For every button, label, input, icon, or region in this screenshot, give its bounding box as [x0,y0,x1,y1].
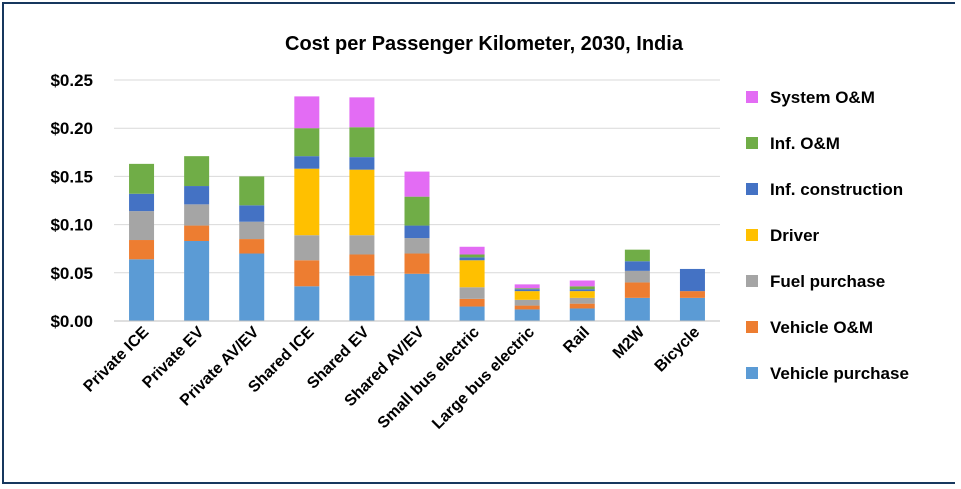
bar-segment-fuel-purchase [294,235,320,261]
bar-segment-driver [569,291,595,298]
bar-segment-inf-o-m [349,127,375,158]
bar-segment-system-o-m [404,171,430,197]
bar-segment-vehicle-purchase [184,240,210,321]
bar-segment-inf-o-m [569,286,595,290]
bar-segment-system-o-m [569,280,595,287]
bar-segment-fuel-purchase [514,299,540,306]
bar-segment-fuel-purchase [624,270,650,283]
bar-segment-inf-construction [239,205,265,222]
chart-title: Cost per Passenger Kilometer, 2030, Indi… [285,33,684,55]
bar-segment-fuel-purchase [129,211,155,241]
chart-frame: Cost per Passenger Kilometer, 2030, Indi… [2,2,955,484]
bar-segment-vehicle-purchase [624,297,650,321]
y-tick-label: $0.10 [50,216,93,235]
legend-swatch-driver [746,229,758,241]
bar-segment-system-o-m [294,96,320,129]
legend-label-fuel-purchase: Fuel purchase [770,272,885,291]
bar-segment-fuel-purchase [459,287,485,299]
y-tick-label: $0.15 [50,167,93,186]
bar-segment-vehicle-o-m [184,225,210,241]
category-label: Private ICE [81,324,153,396]
bar-segment-driver [294,168,320,236]
bar-segment-driver [349,169,375,236]
legend-swatch-fuel-purchase [746,275,758,287]
legend-label-system-o-m: System O&M [770,88,875,107]
bar-segment-system-o-m [514,284,540,289]
bar-segment-vehicle-o-m [569,303,595,309]
bar-segment-inf-construction [459,257,485,261]
bar-segment-vehicle-purchase [349,275,375,321]
category-label: M2W [610,323,649,362]
bar-segment-vehicle-purchase [294,286,320,321]
y-tick-label: $0.00 [50,312,93,331]
bar-segment-inf-o-m [184,156,210,187]
bar-segment-vehicle-o-m [679,291,705,298]
bar-segment-inf-o-m [514,288,540,290]
y-tick-label: $0.25 [50,71,93,90]
y-tick-label: $0.05 [50,264,93,283]
bar-segment-vehicle-purchase [679,297,705,321]
bar-segment-vehicle-o-m [129,240,155,260]
legend-swatch-vehicle-o-m [746,321,758,333]
legend-label-inf-o-m: Inf. O&M [770,134,840,153]
legend-swatch-vehicle-purchase [746,367,758,379]
bar-segment-vehicle-o-m [459,298,485,307]
category-label: Rail [560,324,593,357]
bar-segment-fuel-purchase [349,235,375,255]
bar-segment-vehicle-o-m [404,253,430,274]
legend-swatch-inf-construction [746,183,758,195]
category-label: Bicycle [652,324,704,376]
bar-segment-driver [514,291,540,300]
legend-label-driver: Driver [770,226,820,245]
category-label: Small bus electric [375,324,483,432]
y-axis-ticks: $0.00 $0.05 $0.10 $0.15 $0.20 $0.25 [50,71,93,331]
y-tick-label: $0.20 [50,119,93,138]
chart-canvas: Cost per Passenger Kilometer, 2030, Indi… [50,33,909,433]
legend: System O&M Inf. O&M Inf. construction Drive… [746,88,909,383]
bar-segment-inf-construction [184,186,210,205]
bar-segment-inf-construction [404,225,430,239]
bar-segment-vehicle-o-m [349,254,375,276]
bar-segment-vehicle-o-m [514,305,540,310]
bar-segment-vehicle-o-m [624,282,650,298]
bar-segment-system-o-m [349,97,375,128]
bar-segment-inf-o-m [129,163,155,194]
bar-segment-vehicle-purchase [129,259,155,321]
bar-segment-fuel-purchase [239,221,265,240]
legend-label-vehicle-o-m: Vehicle O&M [770,318,873,337]
bar-segment-fuel-purchase [184,204,210,226]
legend-swatch-system-o-m [746,91,758,103]
bar-segment-inf-o-m [239,176,265,206]
bar-segment-inf-o-m [404,196,430,226]
bar-segment-vehicle-purchase [239,253,265,321]
bar-segment-vehicle-purchase [459,306,485,321]
category-label: Large bus electric [429,324,538,433]
legend-swatch-inf-o-m [746,137,758,149]
bar-segment-vehicle-purchase [404,273,430,321]
legend-label-vehicle-purchase: Vehicle purchase [770,364,909,383]
bar-segment-inf-o-m [294,128,320,157]
bar-segment-inf-construction [569,289,595,292]
legend-label-inf-construction: Inf. construction [770,180,903,199]
bar-segment-inf-construction [129,193,155,212]
bar-segment-system-o-m [459,246,485,255]
bar-segment-vehicle-purchase [514,309,540,321]
bar-segment-inf-construction [514,289,540,292]
bar-segment-inf-construction [294,156,320,169]
bar-segment-vehicle-o-m [294,260,320,287]
bar-segment-vehicle-o-m [239,239,265,254]
bar-segment-inf-construction [624,261,650,271]
bar-segment-inf-construction [349,157,375,170]
bar-segment-fuel-purchase [404,238,430,254]
bar-segment-vehicle-purchase [569,308,595,321]
bar-segment-fuel-purchase [569,297,595,304]
bars [129,96,705,321]
bar-segment-inf-o-m [459,254,485,258]
bar-segment-driver [459,260,485,288]
bar-segment-inf-o-m [624,249,650,262]
bar-segment-inf-construction [679,268,705,292]
